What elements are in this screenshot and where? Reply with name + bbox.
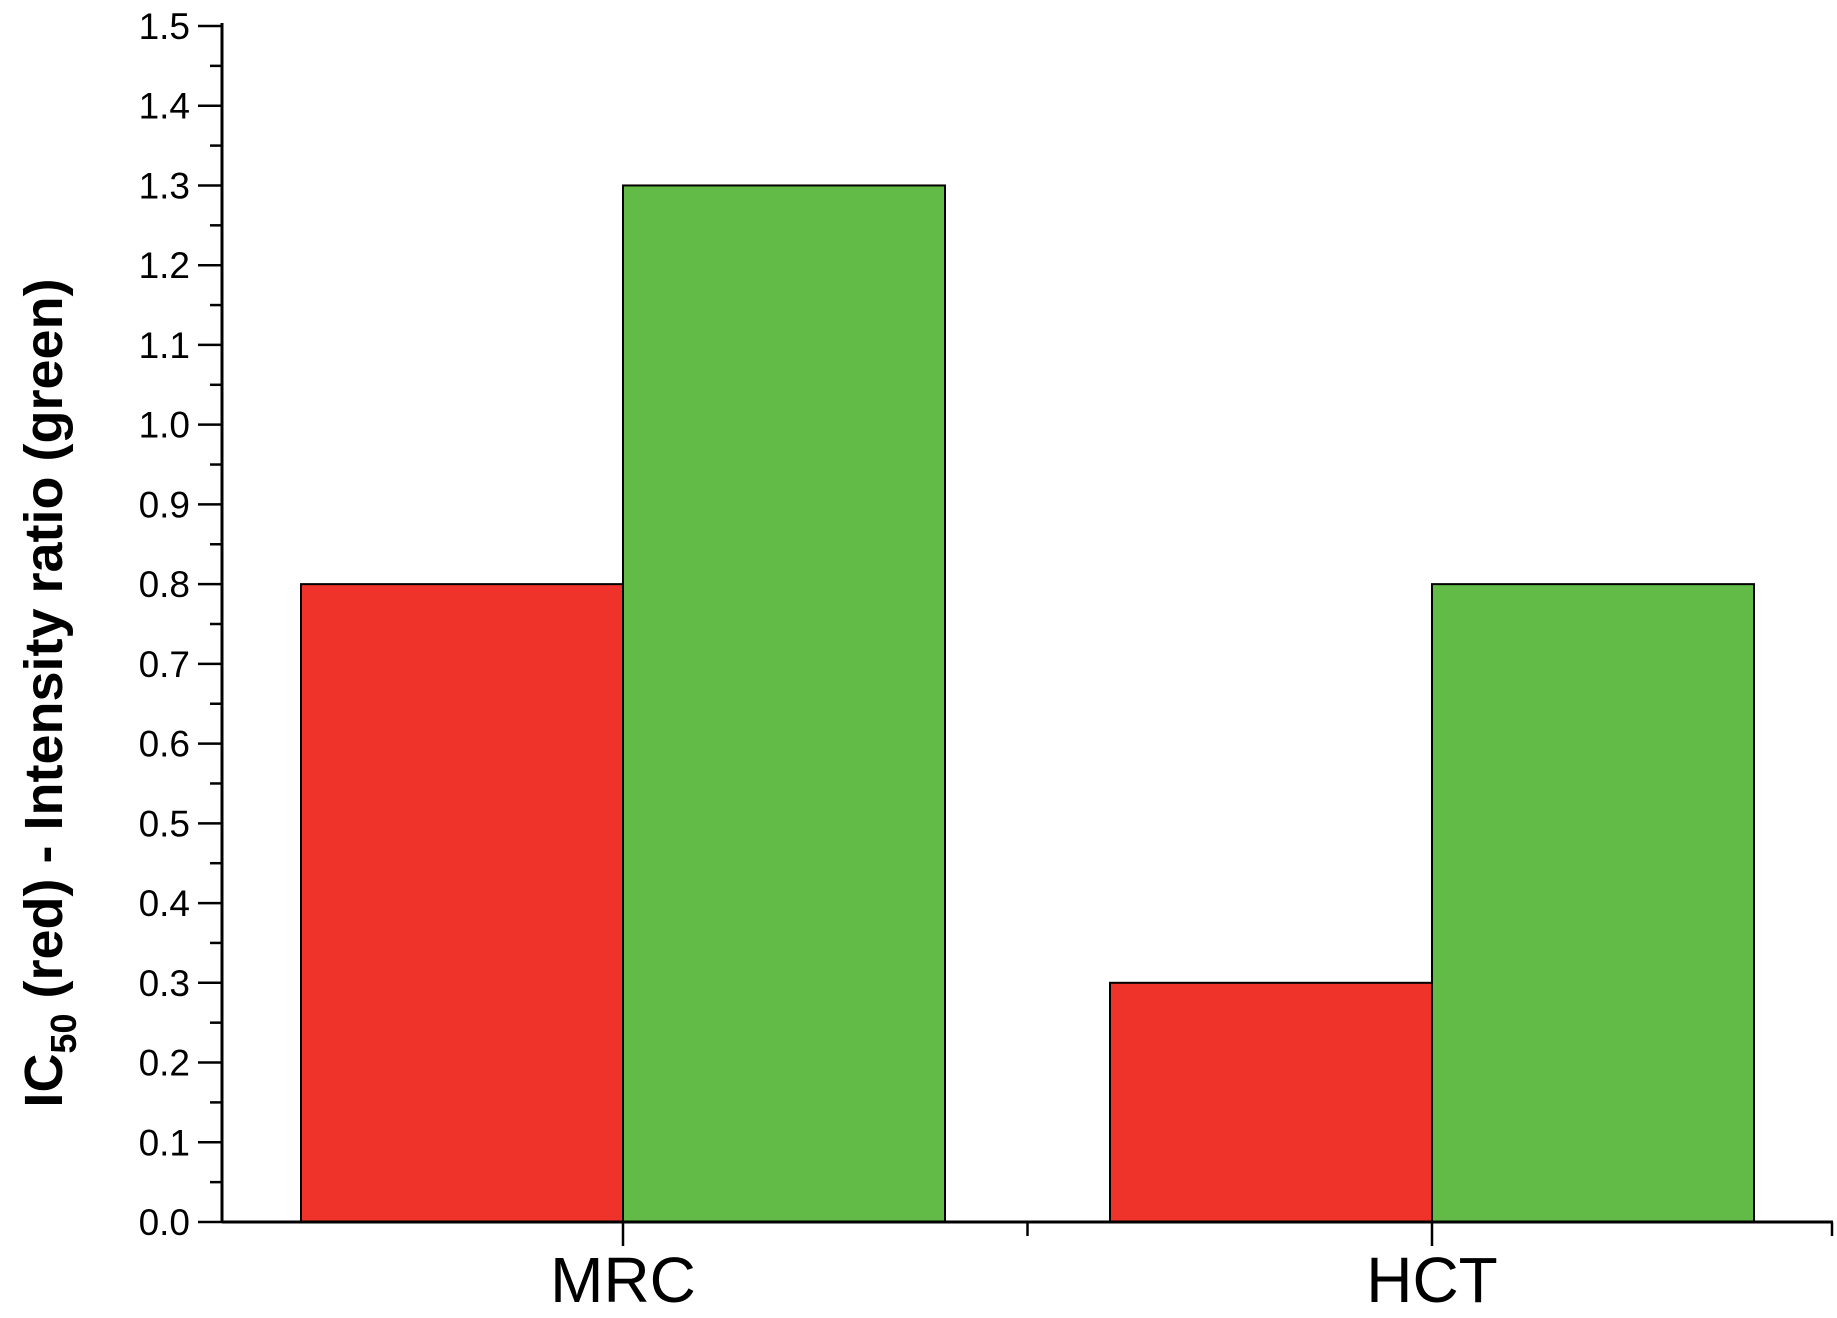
y-axis-label-suffix: (red) - Intensity ratio (green): [14, 278, 74, 1013]
y-tick-label: 0.1: [139, 1122, 190, 1163]
y-tick-label: 0.7: [139, 644, 190, 685]
x-axis: MRC HCT: [222, 1220, 1834, 1316]
y-axis-label-prefix: IC: [14, 1054, 74, 1108]
y-tick-label: 0.3: [139, 963, 190, 1004]
y-axis: 0.0 0.1 0.2 0.3 0.4 0.5 0.6 0.7 0.8 0.9 1.0 1.1 1.2 1…: [139, 6, 224, 1243]
y-tick-label: 0.6: [139, 724, 190, 765]
y-tick-label: 0.9: [139, 484, 190, 525]
y-tick-label: 0.0: [139, 1202, 190, 1243]
y-tick-label: 1.3: [139, 165, 190, 206]
x-tick-label-mrc: MRC: [550, 1244, 696, 1316]
bar-hct-series-1: [1109, 981, 1433, 1223]
y-tick-label: 1.0: [139, 405, 190, 446]
y-tick-label: 1.5: [139, 6, 190, 47]
y-tick-label: 1.1: [139, 325, 190, 366]
y-tick-label: 0.8: [139, 564, 190, 605]
x-tick-label-hct: HCT: [1366, 1244, 1498, 1316]
y-tick-label: 1.2: [139, 245, 190, 286]
y-tick-label: 0.2: [139, 1043, 190, 1084]
bar-mrc-series-2: [622, 184, 946, 1223]
bar-hct-series-2: [1431, 583, 1755, 1223]
y-axis-label-subscript: 50: [43, 1014, 84, 1054]
bars: [300, 184, 1755, 1223]
y-axis-label: IC50 (red) - Intensity ratio (green): [14, 278, 84, 1107]
y-tick-label: 0.4: [139, 883, 190, 924]
y-tick-label: 0.5: [139, 803, 190, 844]
y-tick-label: 1.4: [139, 86, 190, 127]
bar-mrc-series-1: [300, 583, 624, 1223]
